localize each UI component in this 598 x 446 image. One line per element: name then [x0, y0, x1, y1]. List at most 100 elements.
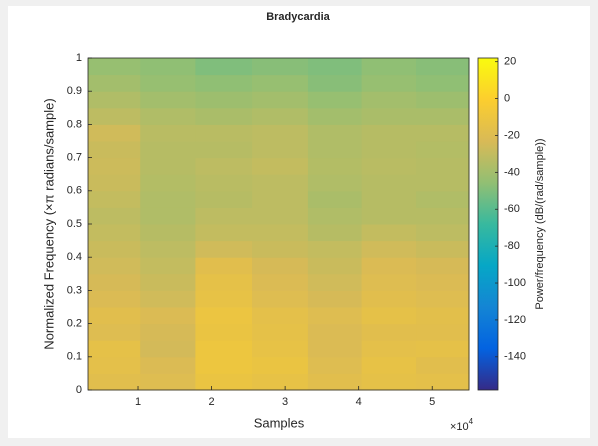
- cell: [88, 356, 141, 374]
- cell: [252, 190, 309, 208]
- cell: [252, 307, 309, 325]
- cell: [140, 224, 196, 242]
- x-tick-label: 2: [209, 396, 215, 408]
- cell: [140, 91, 196, 109]
- cell: [361, 356, 417, 374]
- cell: [88, 323, 141, 341]
- cell: [88, 307, 141, 325]
- cell: [416, 157, 470, 175]
- cell: [140, 273, 196, 291]
- colorbar-tick-label: -40: [504, 166, 520, 178]
- colorbar-tick-label: -60: [504, 203, 520, 215]
- cell: [88, 58, 141, 76]
- cell: [307, 58, 363, 76]
- cell: [195, 224, 253, 242]
- cell: [416, 124, 470, 142]
- y-axis-label: Normalized Frequency (×π radians/sample): [41, 98, 56, 349]
- x-tick-label: 5: [429, 396, 435, 408]
- y-tick-label: 0.2: [67, 318, 82, 330]
- cell: [195, 141, 253, 159]
- cell: [307, 124, 363, 142]
- cell: [361, 340, 417, 358]
- cell: [416, 107, 470, 125]
- cell: [361, 124, 417, 142]
- y-tick-label: 0.6: [67, 185, 82, 197]
- cell: [307, 290, 363, 308]
- cell: [88, 207, 141, 225]
- cell: [195, 323, 253, 341]
- cell: [88, 74, 141, 92]
- cell: [252, 157, 309, 175]
- cell: [140, 240, 196, 258]
- y-tick-label: 1: [76, 52, 82, 64]
- cell: [195, 174, 253, 192]
- cell: [140, 107, 196, 125]
- cell: [307, 157, 363, 175]
- cell: [416, 340, 470, 358]
- cell: [361, 257, 417, 275]
- cell: [195, 273, 253, 291]
- cell: [361, 174, 417, 192]
- y-tick-label: 0.4: [67, 251, 82, 263]
- cell: [252, 273, 309, 291]
- cell: [140, 190, 196, 208]
- cell: [252, 224, 309, 242]
- colorbar: [477, 57, 499, 391]
- cell: [140, 340, 196, 358]
- cell: [307, 240, 363, 258]
- cell: [416, 190, 470, 208]
- colorbar-tick-label: -100: [504, 277, 526, 289]
- cell: [307, 323, 363, 341]
- cell: [140, 74, 196, 92]
- cell: [195, 124, 253, 142]
- cell: [361, 74, 417, 92]
- cell: [416, 273, 470, 291]
- cell: [195, 91, 253, 109]
- cell: [361, 157, 417, 175]
- cell: [361, 91, 417, 109]
- cell: [252, 207, 309, 225]
- cell: [307, 74, 363, 92]
- cell: [140, 207, 196, 225]
- cell: [140, 257, 196, 275]
- cell: [416, 141, 470, 159]
- cell: [140, 373, 196, 391]
- cell: [195, 58, 253, 76]
- cell: [252, 74, 309, 92]
- cell: [88, 290, 141, 308]
- cell: [140, 124, 196, 142]
- cell: [416, 174, 470, 192]
- cell: [307, 141, 363, 159]
- y-tick-label: 0.3: [67, 284, 82, 296]
- cell: [416, 307, 470, 325]
- cell: [307, 224, 363, 242]
- cell: [361, 323, 417, 341]
- cell: [416, 323, 470, 341]
- x-multiplier: ×104: [450, 417, 474, 433]
- cell: [307, 356, 363, 374]
- cell: [140, 290, 196, 308]
- cell: [252, 257, 309, 275]
- cell: [361, 307, 417, 325]
- cell: [361, 141, 417, 159]
- cell: [361, 58, 417, 76]
- cell: [307, 307, 363, 325]
- cell: [140, 174, 196, 192]
- cell: [140, 141, 196, 159]
- colorbar-tick-label: -140: [504, 351, 526, 363]
- cell: [416, 91, 470, 109]
- y-tick-label: 0.8: [67, 118, 82, 130]
- cell: [416, 74, 470, 92]
- cell: [361, 290, 417, 308]
- cell: [88, 257, 141, 275]
- cell: [195, 190, 253, 208]
- cell: [361, 240, 417, 258]
- cell: [88, 157, 141, 175]
- x-tick-label: 3: [282, 396, 288, 408]
- cell: [416, 207, 470, 225]
- cell: [195, 356, 253, 374]
- cell: [252, 107, 309, 125]
- cell: [307, 107, 363, 125]
- cell: [307, 273, 363, 291]
- cell: [140, 323, 196, 341]
